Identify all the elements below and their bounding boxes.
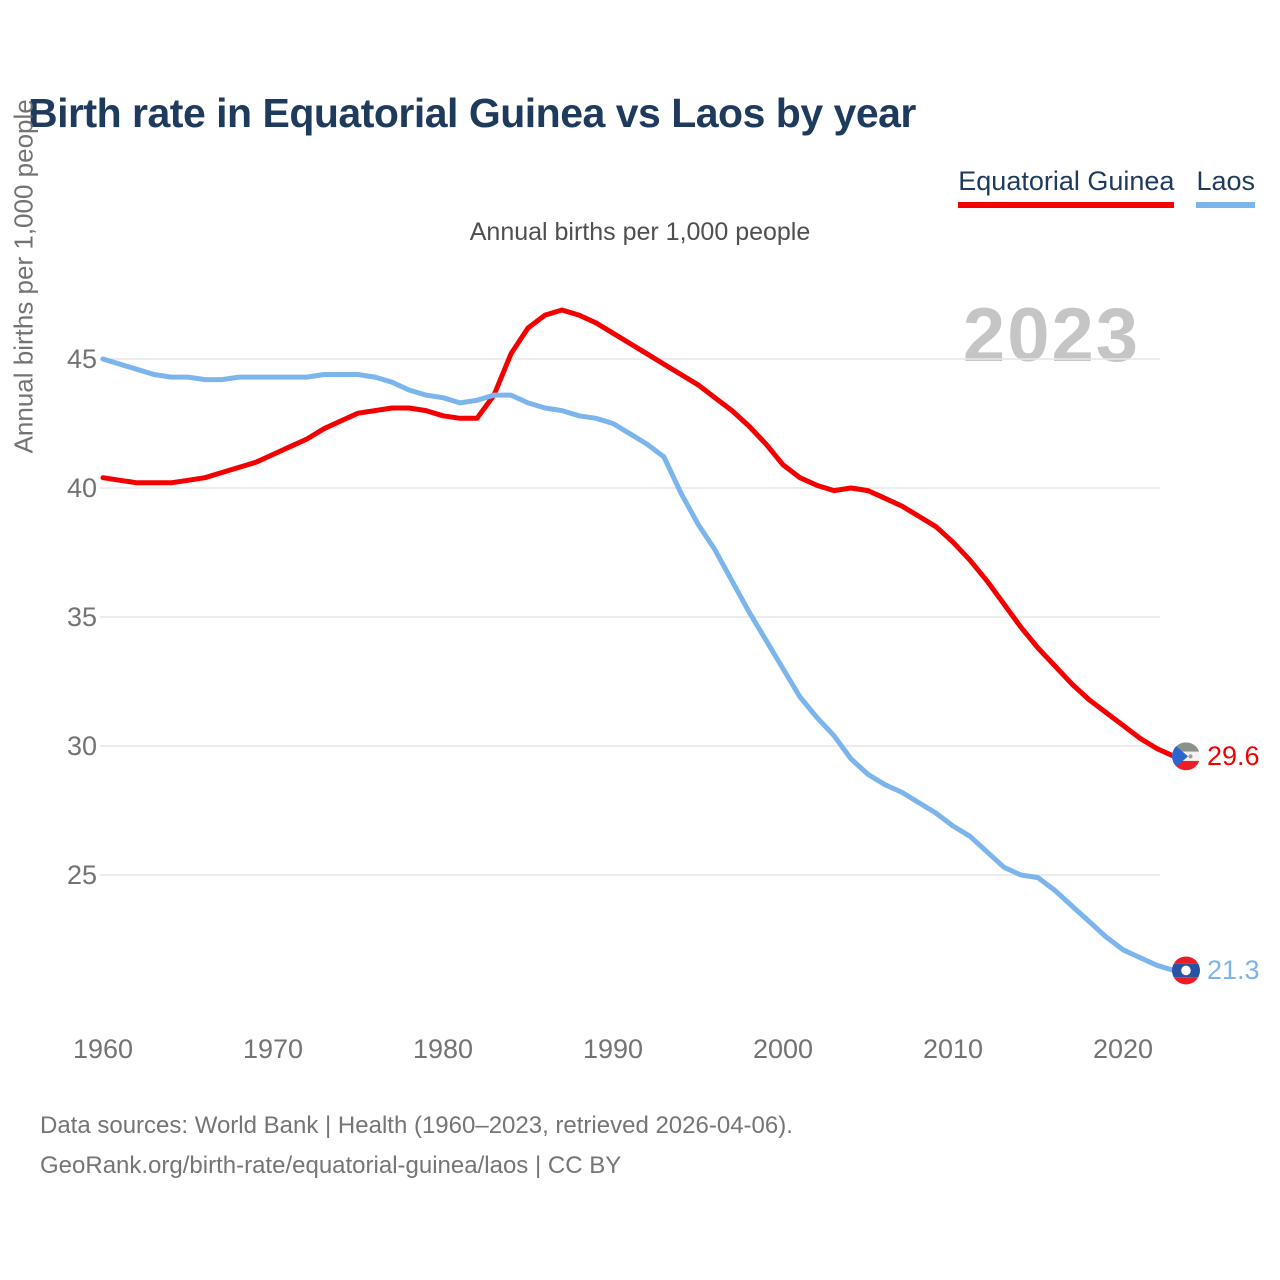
chart-subtitle: Annual births per 1,000 people bbox=[469, 218, 811, 246]
legend-item-laos[interactable]: Laos bbox=[1196, 166, 1255, 208]
x-tick-label: 1990 bbox=[583, 1034, 643, 1064]
x-tick-label: 1960 bbox=[73, 1034, 133, 1064]
y-tick-label: 25 bbox=[67, 860, 97, 890]
page-title: Birth rate in Equatorial Guinea vs Laos … bbox=[28, 90, 916, 136]
x-tick-label: 1970 bbox=[243, 1034, 303, 1064]
footer: Data sources: World Bank | Health (1960–… bbox=[40, 1106, 793, 1187]
attribution-line: GeoRank.org/birth-rate/equatorial-guinea… bbox=[40, 1152, 622, 1180]
y-tick-label: 30 bbox=[67, 731, 97, 761]
y-tick-label: 40 bbox=[67, 473, 97, 503]
x-tick-label: 2010 bbox=[923, 1034, 983, 1064]
end-value-label-laos: 21.3 bbox=[1207, 955, 1260, 986]
series-line-equatorial-guinea bbox=[100, 307, 1177, 759]
end-value-label-equatorial-guinea: 29.6 bbox=[1207, 741, 1260, 772]
y-tick-label: 45 bbox=[67, 344, 97, 374]
legend-item-equatorial-guinea[interactable]: Equatorial Guinea bbox=[958, 166, 1175, 208]
x-axis-tick-labels: 1960 1970 1980 1990 2000 2010 2020 bbox=[73, 1034, 1153, 1064]
data-sources-line: Data sources: World Bank | Health (1960–… bbox=[40, 1112, 793, 1139]
legend: Equatorial Guinea Laos bbox=[958, 166, 1255, 208]
equatorial-guinea-flag-icon bbox=[1172, 742, 1200, 771]
year-watermark: 2023 bbox=[962, 293, 1140, 378]
series-line-laos bbox=[100, 356, 1177, 973]
x-tick-label: 1980 bbox=[413, 1034, 473, 1064]
y-axis-title: Annual births per 1,000 people bbox=[8, 99, 39, 454]
y-tick-label: 35 bbox=[67, 602, 97, 632]
y-axis-tick-labels: 25 30 35 40 45 bbox=[67, 344, 97, 890]
series-lines bbox=[100, 307, 1177, 973]
x-tick-label: 2020 bbox=[1093, 1034, 1153, 1064]
laos-flag-icon bbox=[1172, 956, 1200, 985]
x-tick-label: 2000 bbox=[753, 1034, 813, 1064]
gridlines bbox=[100, 358, 1160, 876]
